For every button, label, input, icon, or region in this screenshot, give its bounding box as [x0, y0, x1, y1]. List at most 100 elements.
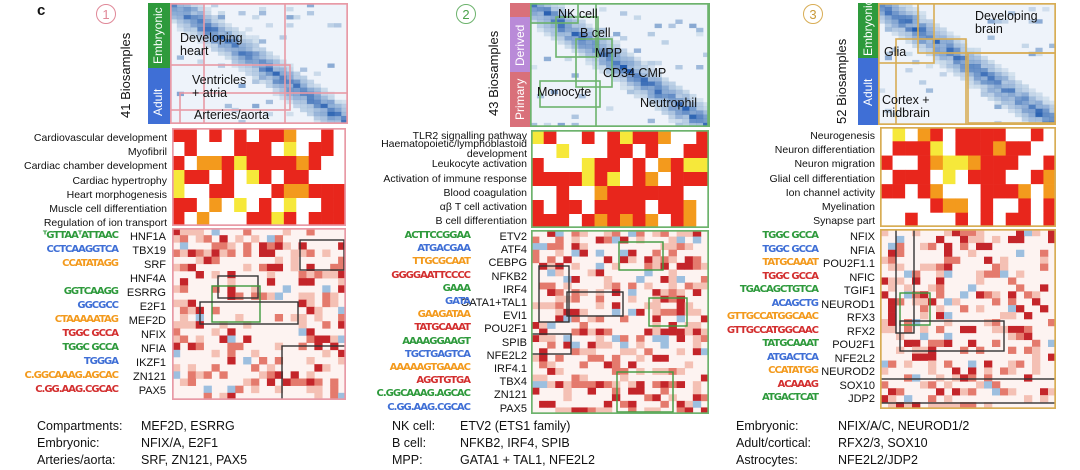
heat-cell	[953, 64, 961, 69]
motif-cell	[888, 277, 897, 285]
motif-cell	[579, 243, 588, 251]
heat-cell	[1035, 51, 1043, 57]
heat-cell	[689, 102, 697, 107]
legend-key: MPP:	[392, 453, 423, 467]
motif-cell	[555, 315, 564, 323]
heat-cell	[919, 11, 927, 16]
motif-cell	[1008, 332, 1017, 341]
motif-cell	[700, 262, 709, 270]
go-cell	[683, 144, 697, 159]
motif-cell	[700, 282, 709, 290]
motif-name: ETV2	[499, 231, 527, 243]
heat-cell	[571, 36, 579, 41]
motif-cell	[652, 315, 661, 323]
heat-cell	[571, 27, 579, 33]
motif-name: TGIF1	[843, 285, 875, 297]
go-cell	[246, 142, 260, 157]
heat-cell	[960, 64, 968, 69]
go-cell	[1030, 212, 1044, 227]
heat-cell	[265, 83, 273, 88]
motif-cell	[652, 394, 661, 402]
heat-cell	[939, 43, 947, 49]
go-cell	[531, 186, 545, 201]
motif-cell	[595, 262, 605, 270]
heat-cell	[550, 31, 558, 37]
motif-cell	[227, 357, 236, 365]
go-cell	[283, 198, 297, 213]
heat-cell	[640, 60, 648, 66]
go-cell	[968, 127, 981, 142]
heat-cell	[279, 83, 287, 88]
heat-cell	[306, 83, 315, 88]
heat-cell	[960, 51, 968, 57]
panel-2-biosample-heatmap	[530, 3, 710, 127]
heat-cell	[238, 55, 246, 60]
motif-cell	[920, 305, 929, 313]
heat-cell	[286, 7, 294, 12]
heat-cell	[633, 60, 642, 66]
heat-cell	[633, 73, 642, 78]
motif-cell	[330, 335, 339, 343]
go-cell	[658, 130, 672, 145]
heat-cell	[919, 19, 927, 24]
go-term: Glial cell differentiation	[769, 172, 875, 185]
go-cell	[246, 170, 260, 185]
heat-cell	[661, 106, 669, 111]
motif-cell	[531, 236, 540, 244]
motif-logo: TGGGA	[83, 356, 119, 367]
motif-cell	[595, 302, 605, 310]
motif-cell	[1000, 263, 1009, 271]
heat-cell	[327, 23, 335, 28]
heat-cell	[620, 11, 628, 16]
heat-cell	[919, 31, 927, 36]
motif-logo: ACAGCTG	[771, 297, 819, 309]
go-cell	[271, 142, 285, 157]
heat-cell	[647, 81, 655, 86]
heat-cell	[536, 19, 545, 24]
go-cell	[1030, 127, 1044, 142]
heat-cell	[1008, 108, 1016, 114]
heat-cell	[571, 31, 579, 37]
heat-cell	[884, 19, 892, 24]
motif-cluster-box	[880, 378, 1056, 404]
go-cell	[1030, 155, 1044, 171]
motif-cell	[944, 360, 953, 368]
motif-logo: TATGCAAAT	[762, 257, 819, 268]
motif-cell	[944, 312, 953, 320]
motif-cell	[1040, 284, 1049, 292]
heat-cell	[932, 23, 940, 28]
heat-cell	[557, 122, 565, 127]
go-cell	[259, 212, 272, 226]
heat-cell	[585, 27, 593, 33]
heat-cell	[313, 111, 321, 117]
go-cell	[917, 198, 931, 214]
go-cell	[531, 214, 545, 228]
motif-cell	[692, 400, 702, 408]
motif-cell	[1008, 346, 1017, 354]
heat-cell	[217, 15, 226, 20]
heat-cell	[626, 56, 635, 62]
heat-cell	[884, 15, 892, 20]
go-term: Blood coagulation	[443, 186, 527, 199]
heat-cell	[1042, 96, 1050, 101]
legend-key: Compartments:	[37, 419, 123, 433]
motif-cell	[547, 400, 556, 408]
motif-cell	[211, 328, 220, 336]
motif-cell	[944, 332, 953, 341]
heat-cell	[1049, 116, 1056, 122]
heat-cell	[197, 35, 205, 40]
heat-cell	[341, 103, 348, 109]
go-cell	[1018, 198, 1032, 214]
go-cell	[234, 198, 247, 213]
go-cell	[980, 155, 994, 171]
motif-cell	[628, 381, 637, 389]
motif-cell	[944, 249, 953, 257]
go-cell	[955, 198, 969, 214]
go-cell	[556, 144, 570, 159]
heat-cell	[1021, 112, 1029, 118]
heat-cell	[980, 92, 988, 97]
motif-cell	[251, 292, 260, 300]
heat-cell	[279, 87, 287, 93]
motif-logo: AAAAGGAAGT	[402, 335, 471, 347]
heat-cell	[571, 114, 579, 120]
